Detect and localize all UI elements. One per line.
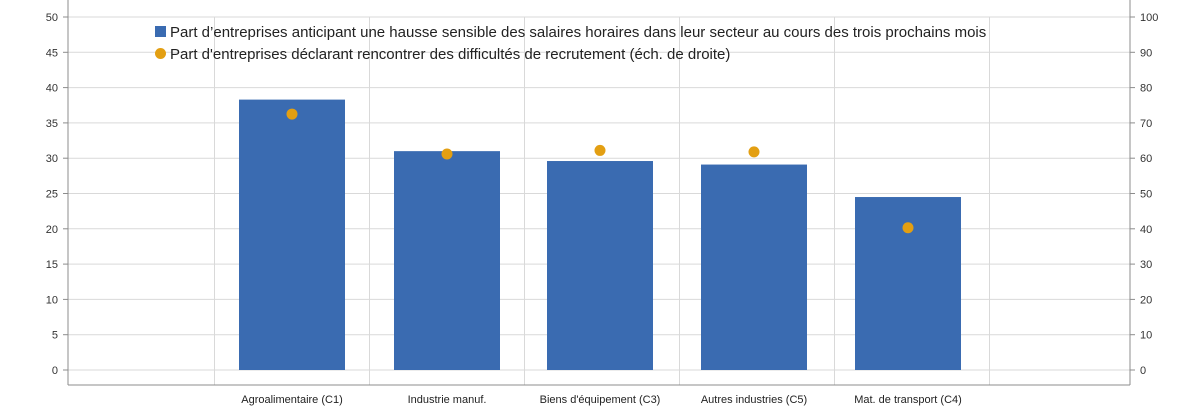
y-left-tick-label: 35	[46, 118, 58, 130]
axes	[63, 0, 1135, 386]
y-right-tick-label: 70	[1140, 118, 1152, 130]
dot-point	[748, 146, 760, 158]
y-left-tick-label: 10	[46, 294, 58, 306]
y-right-tick-label: 30	[1140, 259, 1152, 271]
bar	[394, 151, 500, 370]
dot-point	[441, 148, 453, 160]
legend-bar-label: Part d’entreprises anticipant une hausse…	[170, 24, 986, 41]
y-left-tick-label: 30	[46, 153, 58, 165]
y-right-tick-label: 90	[1140, 47, 1152, 59]
y-left-tick-label: 50	[46, 12, 58, 24]
x-category-label: Agroalimentaire (C1)	[241, 394, 342, 406]
y-left-tick-label: 5	[52, 330, 58, 342]
y-right-tick-label: 0	[1140, 365, 1146, 377]
y-right-tick-label: 80	[1140, 83, 1152, 95]
y-right-tick-label: 60	[1140, 153, 1152, 165]
x-category-label: Biens d'équipement (C3)	[540, 394, 661, 406]
y-right-tick-label: 40	[1140, 224, 1152, 236]
y-right-tick-label: 100	[1140, 12, 1158, 24]
y-right-tick-label: 10	[1140, 330, 1152, 342]
axis-labels: 0 5 10 15 20 25 30 35 40 45 50 0 10 20 30 40 50 60 70 80 90 1…	[46, 12, 1159, 406]
bar	[701, 164, 807, 370]
bar	[547, 161, 653, 370]
legend-dot-swatch	[155, 48, 166, 59]
y-left-tick-label: 0	[52, 365, 58, 377]
legend-bar-swatch	[155, 26, 166, 37]
y-left-tick-label: 40	[46, 83, 58, 95]
legend-dot-label: Part d'entreprises déclarant rencontrer …	[170, 46, 730, 63]
y-left-tick-label: 20	[46, 224, 58, 236]
y-right-tick-label: 20	[1140, 294, 1152, 306]
legend: Part d’entreprises anticipant une hausse…	[155, 24, 986, 63]
x-category-label: Industrie manuf.	[408, 394, 487, 406]
x-category-label: Mat. de transport (C4)	[854, 394, 962, 406]
y-left-tick-label: 25	[46, 189, 58, 201]
dot-point	[286, 108, 298, 120]
y-left-tick-label: 45	[46, 47, 58, 59]
dot-point	[594, 144, 606, 156]
x-category-label: Autres industries (C5)	[701, 394, 807, 406]
dot-point	[902, 222, 914, 234]
bar	[239, 99, 345, 371]
dot-series	[286, 108, 914, 234]
y-left-tick-label: 15	[46, 259, 58, 271]
bar-series	[239, 99, 961, 371]
y-right-tick-label: 50	[1140, 189, 1152, 201]
